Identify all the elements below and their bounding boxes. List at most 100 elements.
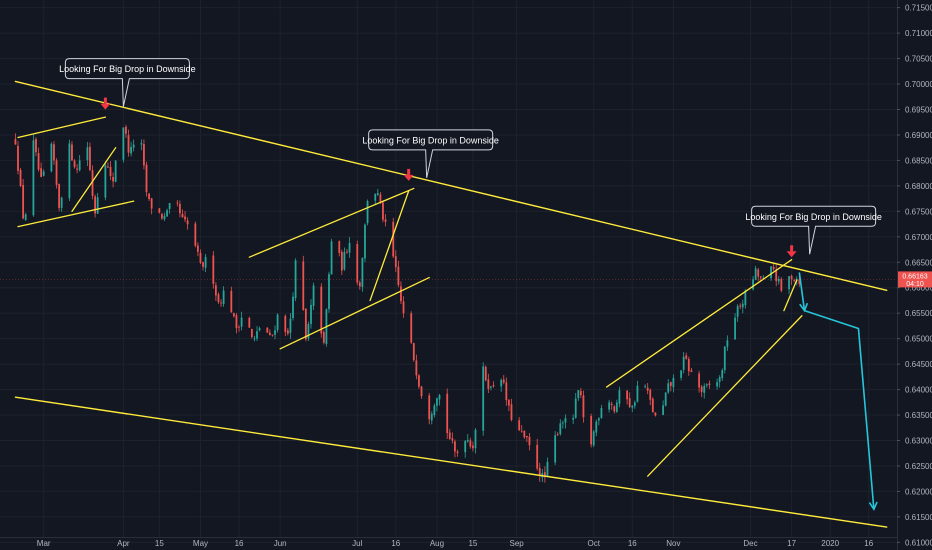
candle-body bbox=[374, 193, 377, 201]
candle-body bbox=[487, 379, 490, 389]
candle-body bbox=[492, 385, 495, 387]
candle-body bbox=[793, 280, 796, 281]
y-tick-label: 0.67000 bbox=[905, 233, 932, 242]
drop-arrow-head bbox=[100, 103, 111, 110]
channel-lower-line bbox=[279, 276, 430, 350]
candle-body bbox=[428, 395, 431, 420]
candle-body bbox=[199, 252, 202, 263]
y-tick-label: 0.62000 bbox=[905, 487, 932, 496]
candle-body bbox=[286, 330, 289, 334]
candle-body bbox=[53, 144, 55, 161]
candle-body bbox=[507, 399, 510, 406]
candle-body bbox=[412, 343, 415, 361]
candle-body bbox=[161, 213, 163, 219]
candle-body bbox=[590, 415, 593, 445]
candle-body bbox=[582, 395, 585, 418]
candle-body bbox=[664, 392, 667, 406]
candle-body bbox=[143, 144, 145, 166]
candle-body bbox=[358, 282, 361, 287]
candle-body bbox=[410, 313, 413, 343]
candle-body bbox=[384, 219, 387, 222]
candle-body bbox=[754, 268, 757, 280]
candle-body bbox=[490, 386, 492, 388]
x-tick-label: Mar bbox=[37, 539, 51, 548]
candle-body bbox=[608, 402, 611, 410]
candle-body bbox=[24, 214, 27, 220]
x-tick-label: 15 bbox=[468, 539, 477, 548]
candle-body bbox=[379, 194, 382, 202]
callout-bubble bbox=[751, 205, 877, 255]
projection-arrow-head-small bbox=[799, 302, 809, 313]
candle-body bbox=[179, 203, 181, 214]
candle-body bbox=[346, 251, 348, 253]
candle-body bbox=[739, 305, 742, 307]
candle-body bbox=[73, 160, 76, 168]
candle-body bbox=[464, 441, 467, 453]
candle-body bbox=[114, 160, 117, 182]
candle-body bbox=[680, 370, 683, 378]
candle-body bbox=[163, 215, 166, 220]
candle-body bbox=[343, 251, 346, 270]
candle-body bbox=[145, 164, 148, 193]
y-tick-label: 0.71500 bbox=[905, 4, 932, 13]
candle-body bbox=[718, 377, 721, 382]
candle-body bbox=[667, 383, 670, 393]
candle-body bbox=[559, 423, 562, 435]
candle-body bbox=[669, 382, 672, 386]
candle-body bbox=[613, 406, 616, 412]
candle-body bbox=[112, 177, 114, 182]
candle-body bbox=[125, 126, 127, 134]
candle-body bbox=[248, 317, 251, 328]
candle-body bbox=[376, 193, 379, 195]
y-tick-label: 0.63500 bbox=[905, 411, 932, 420]
candle-body bbox=[91, 170, 94, 197]
x-tick-label: Jul bbox=[352, 539, 362, 548]
candle-body bbox=[726, 340, 729, 347]
candle-body bbox=[166, 210, 168, 217]
candle-body bbox=[708, 383, 711, 385]
candle-body bbox=[744, 290, 747, 306]
candle-body bbox=[770, 266, 772, 279]
candle-body bbox=[181, 213, 184, 218]
channel-upper-line bbox=[248, 187, 415, 258]
candle-body bbox=[361, 257, 364, 288]
candle-body bbox=[505, 382, 508, 401]
candle-body bbox=[150, 198, 153, 209]
candle-body bbox=[538, 467, 541, 477]
candle-body bbox=[89, 146, 91, 170]
candle-body bbox=[76, 168, 79, 170]
x-tick-label: Oct bbox=[587, 539, 600, 548]
channel-wedge-line bbox=[71, 147, 117, 212]
candle-body bbox=[302, 261, 305, 311]
y-tick-label: 0.64500 bbox=[905, 360, 932, 369]
candle-body bbox=[762, 277, 765, 279]
y-tick-label: 0.65000 bbox=[905, 335, 932, 344]
y-tick-label: 0.61500 bbox=[905, 513, 932, 522]
candle-body bbox=[759, 276, 762, 278]
grid bbox=[0, 0, 897, 543]
callout-bubble bbox=[64, 58, 190, 107]
callout-label: Looking For Big Drop in Downside bbox=[745, 212, 882, 222]
candle-body bbox=[68, 143, 71, 199]
x-tick-label: Jun bbox=[274, 539, 287, 548]
drop-arrow-head bbox=[403, 174, 414, 181]
y-tick-label: 0.69000 bbox=[905, 131, 932, 140]
drop-arrow-stem bbox=[103, 97, 107, 104]
candle-body bbox=[564, 418, 567, 423]
candle-body bbox=[721, 370, 724, 379]
candle-body bbox=[271, 334, 274, 336]
x-tick-label: 15 bbox=[155, 539, 164, 548]
projection-path bbox=[798, 272, 875, 510]
candle-body bbox=[366, 200, 369, 224]
candle-body bbox=[525, 435, 528, 438]
candle-body bbox=[788, 276, 790, 290]
candle-body bbox=[561, 422, 564, 424]
candle-body bbox=[633, 402, 636, 406]
callout-label: Looking For Big Drop in Downside bbox=[59, 64, 196, 74]
candle-body bbox=[543, 472, 546, 478]
candle-body bbox=[469, 440, 472, 447]
candle-body bbox=[176, 202, 179, 204]
candle-body bbox=[780, 279, 783, 291]
